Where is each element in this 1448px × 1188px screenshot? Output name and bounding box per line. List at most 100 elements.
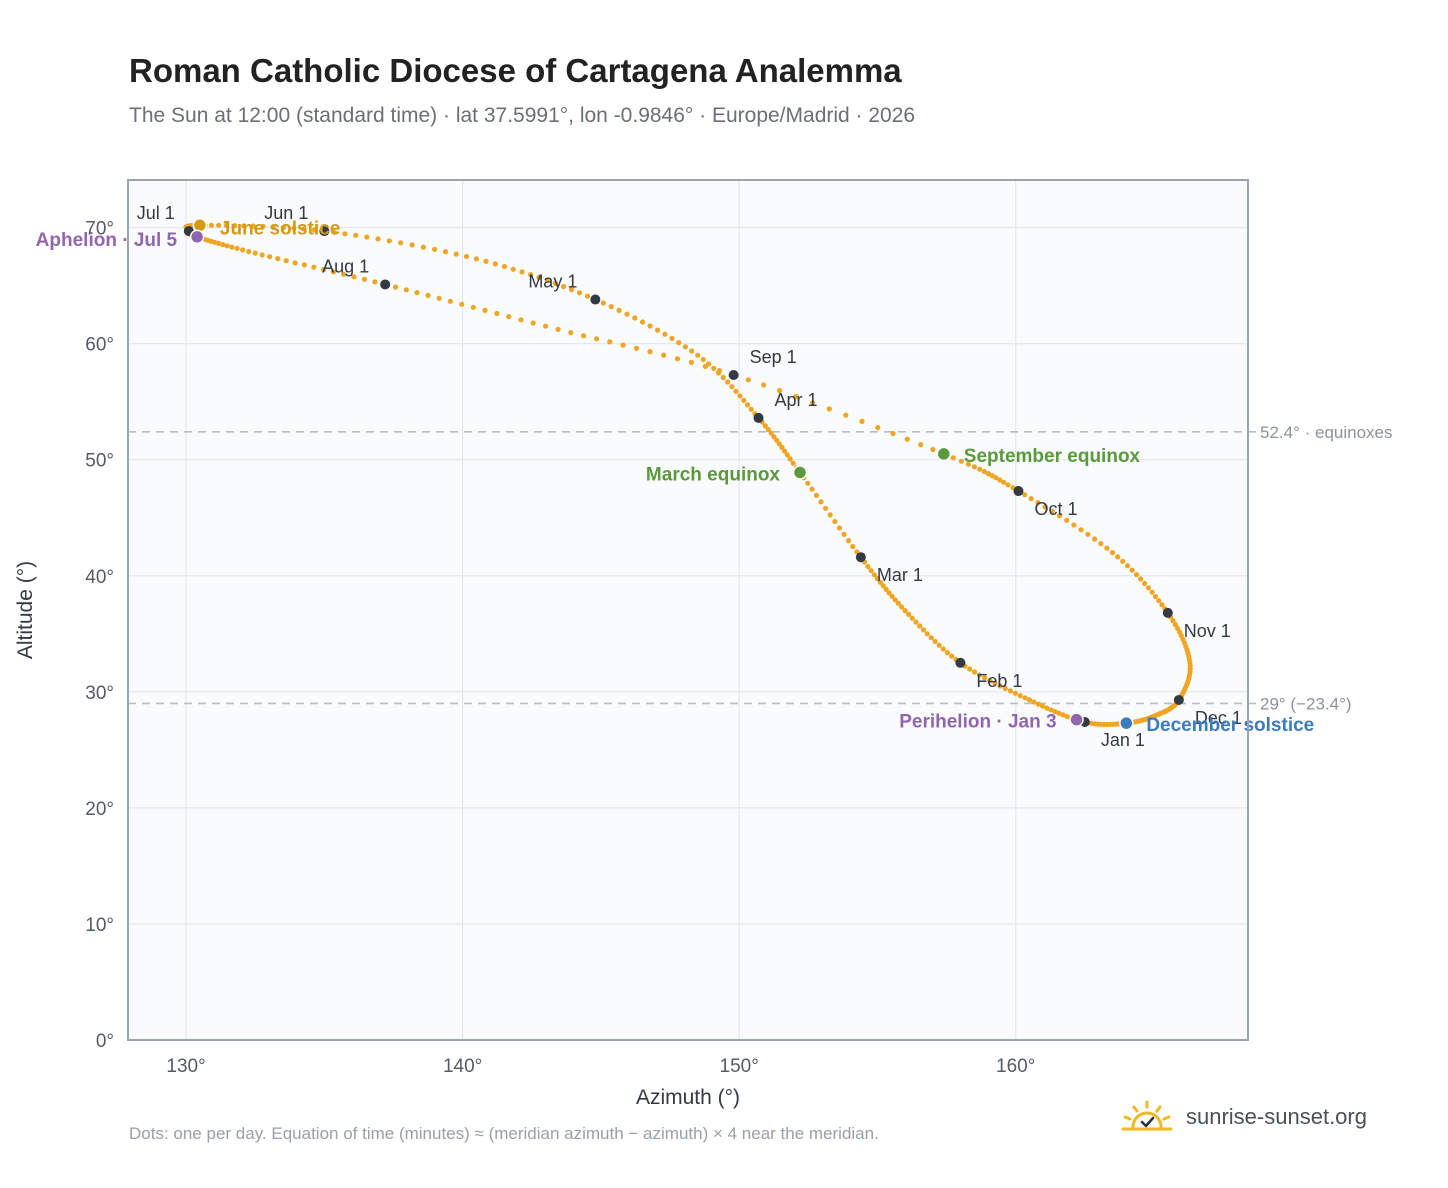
daily-dot <box>1005 482 1011 488</box>
daily-dot <box>436 295 442 301</box>
reference-line-label: 52.4° · equinoxes <box>1260 423 1393 442</box>
daily-dot <box>761 382 767 388</box>
daily-dot <box>997 477 1003 483</box>
daily-dot <box>246 248 252 255</box>
daily-dot <box>594 336 600 342</box>
month-marker <box>1173 694 1184 705</box>
daily-dot <box>1056 513 1062 519</box>
daily-dot <box>924 631 930 637</box>
daily-dot <box>1138 576 1144 582</box>
daily-dot <box>987 678 993 684</box>
daily-dot <box>432 246 438 252</box>
month-label: Oct 1 <box>1034 499 1077 519</box>
daily-dot <box>981 468 987 475</box>
daily-dot <box>967 666 973 672</box>
daily-dot <box>569 287 575 293</box>
daily-dot <box>506 314 512 320</box>
daily-dot <box>913 619 919 625</box>
daily-dot <box>552 280 559 286</box>
daily-dot <box>930 446 936 453</box>
chart-subtitle: The Sun at 12:00 (standard time) · lat 3… <box>129 104 916 127</box>
daily-dot <box>494 310 500 317</box>
daily-dot <box>220 241 226 248</box>
month-label: May 1 <box>528 272 577 292</box>
daily-dot <box>647 323 653 329</box>
daily-dot <box>607 339 613 345</box>
daily-dot <box>843 412 849 418</box>
daily-dot <box>544 277 550 283</box>
month-label: Jun 1 <box>264 203 308 223</box>
daily-dot <box>420 244 426 250</box>
daily-dot <box>965 461 972 467</box>
daily-dot <box>971 669 978 675</box>
x-tick-label: 130° <box>166 1056 205 1077</box>
daily-dot <box>372 279 378 285</box>
daily-dot <box>568 330 574 336</box>
daily-dot <box>886 590 892 596</box>
daily-dot <box>904 436 910 442</box>
daily-dot <box>364 234 370 240</box>
daily-dot <box>846 538 852 544</box>
daily-dot <box>890 430 896 437</box>
daily-dot <box>874 576 881 582</box>
month-label: Feb 1 <box>976 671 1022 691</box>
daily-dot <box>661 352 667 358</box>
daily-dot <box>993 475 999 481</box>
daily-dot <box>463 253 470 260</box>
daily-dot <box>280 224 287 231</box>
daily-dot <box>976 672 983 678</box>
event-label: Aphelion · Jul 5 <box>36 230 178 251</box>
daily-dot <box>581 333 587 339</box>
daily-dot <box>997 683 1003 689</box>
daily-dot <box>1071 522 1077 528</box>
daily-dot <box>765 427 771 433</box>
daily-dot <box>600 300 606 306</box>
daily-dot <box>473 256 479 262</box>
daily-dot <box>1022 695 1028 701</box>
daily-dot <box>1039 703 1046 709</box>
daily-dot <box>920 627 927 633</box>
x-tick-label: 140° <box>443 1056 482 1077</box>
brand[interactable]: sunrise-sunset.org <box>1120 1100 1367 1134</box>
daily-dot <box>818 499 824 505</box>
daily-dot <box>741 397 747 403</box>
daily-dot <box>737 393 743 399</box>
daily-dot <box>208 222 215 228</box>
daily-dot <box>311 227 317 233</box>
daily-dot <box>899 604 905 610</box>
daily-dot <box>518 317 524 323</box>
x-axis-label: Azimuth (°) <box>636 1086 740 1109</box>
month-marker <box>380 279 391 290</box>
daily-dot <box>1120 558 1126 564</box>
daily-dot <box>555 326 561 332</box>
daily-dot <box>331 229 337 235</box>
daily-dot <box>1109 550 1116 556</box>
daily-dot <box>725 379 731 385</box>
month-label: Nov 1 <box>1184 621 1231 641</box>
daily-dot <box>1028 496 1034 502</box>
month-marker <box>728 369 739 380</box>
daily-dot <box>260 223 266 229</box>
x-tick-label: 150° <box>720 1056 759 1077</box>
daily-dot <box>1026 697 1033 703</box>
daily-dot <box>702 363 709 369</box>
daily-dot <box>793 393 799 400</box>
daily-dot <box>1159 602 1165 608</box>
daily-dot <box>689 348 695 354</box>
daily-dot <box>447 298 453 304</box>
daily-dot <box>748 406 754 412</box>
daily-dot <box>353 232 359 238</box>
daily-dot <box>483 258 489 264</box>
daily-dot <box>1092 536 1098 542</box>
chart-title: Roman Catholic Diocese of Cartagena Anal… <box>129 52 902 89</box>
daily-dot <box>1129 567 1135 573</box>
event-label: June solstice <box>220 218 340 239</box>
daily-dot <box>823 505 829 511</box>
daily-dot <box>949 653 955 659</box>
daily-dot <box>826 406 832 412</box>
daily-dot <box>453 251 459 257</box>
daily-dot <box>1124 563 1131 569</box>
daily-dot <box>1060 712 1066 718</box>
daily-dot <box>805 480 811 486</box>
